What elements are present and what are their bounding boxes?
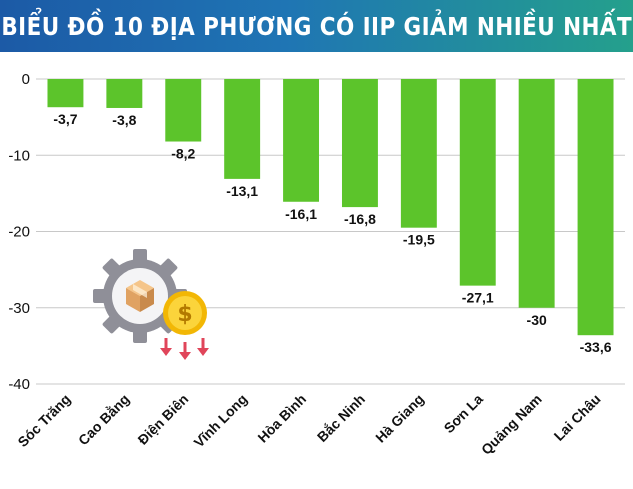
- bar: [577, 79, 614, 336]
- category-label: Hà Giang: [372, 391, 427, 446]
- category-label: Bắc Ninh: [313, 390, 368, 445]
- y-tick-label: -20: [8, 224, 30, 241]
- bar: [400, 79, 437, 228]
- category-label: Lai Châu: [551, 391, 604, 444]
- data-label: -33,6: [580, 339, 612, 355]
- category-label: Vĩnh Long: [191, 391, 251, 451]
- data-label: -3,8: [112, 112, 136, 128]
- data-labels: -3,7 -3,8 -8,2 -13,1 -16,1 -16,8 -19,5 -27,1 -30…: [53, 111, 611, 355]
- category-label: Sơn La: [441, 391, 486, 436]
- data-label: -27,1: [462, 290, 494, 306]
- y-axis: 0 -10 -20 -30 -40: [8, 71, 30, 393]
- y-tick-label: -30: [8, 300, 30, 317]
- x-axis-categories: Sóc Trăng Cao Bằng Điện Biên Vĩnh Long Hòa B…: [14, 390, 603, 458]
- bar: [165, 79, 202, 142]
- data-label: -19,5: [403, 232, 435, 248]
- data-label: -30: [527, 312, 547, 328]
- bar: [518, 79, 555, 308]
- gear-with-box-and-coin-down-arrows-icon: $: [93, 249, 209, 360]
- coin-icon: $: [163, 291, 207, 335]
- category-label: Quảng Nam: [478, 391, 545, 458]
- bar: [224, 79, 261, 179]
- y-tick-label: -40: [8, 376, 30, 393]
- bar: [47, 79, 84, 108]
- bar: [341, 79, 378, 208]
- data-label: -13,1: [226, 183, 258, 199]
- svg-text:$: $: [177, 302, 192, 327]
- chart-title: BIỂU ĐỒ 10 ĐỊA PHƯƠNG CÓ IIP GIẢM NHIỀU …: [1, 11, 632, 41]
- category-label: Hòa Bình: [254, 391, 309, 446]
- bars: [47, 79, 614, 336]
- data-label: -16,1: [285, 206, 317, 222]
- y-tick-label: 0: [22, 71, 30, 88]
- down-arrows-icon: [160, 338, 209, 360]
- data-label: -8,2: [171, 146, 195, 162]
- box-icon: [126, 280, 154, 312]
- category-label: Điện Biên: [134, 391, 191, 448]
- data-label: -16,8: [344, 211, 376, 227]
- bar: [459, 79, 496, 286]
- data-label: -3,7: [53, 111, 77, 127]
- bar: [106, 79, 143, 108]
- category-label: Sóc Trăng: [14, 391, 73, 450]
- bar: [283, 79, 320, 202]
- category-label: Cao Bằng: [74, 390, 132, 448]
- title-banner: BIỂU ĐỒ 10 ĐỊA PHƯƠNG CÓ IIP GIẢM NHIỀU …: [0, 0, 633, 52]
- y-tick-label: -10: [8, 147, 30, 164]
